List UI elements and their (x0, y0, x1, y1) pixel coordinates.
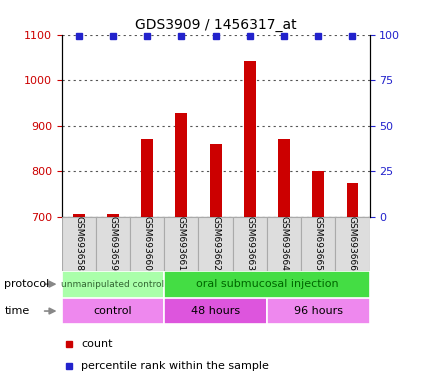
Text: 48 hours: 48 hours (191, 306, 240, 316)
Bar (347, 183, 359, 217)
Text: percentile rank within the sample: percentile rank within the sample (81, 361, 269, 371)
Bar (301, 217, 335, 271)
Bar (164, 217, 198, 271)
Bar (176, 113, 187, 217)
Bar (267, 298, 370, 324)
Bar (164, 298, 267, 324)
Text: oral submucosal injection: oral submucosal injection (196, 279, 338, 289)
Bar (312, 171, 324, 217)
Text: unmanipulated control: unmanipulated control (61, 280, 165, 289)
Bar (267, 217, 301, 271)
Text: GSM693662: GSM693662 (211, 217, 220, 271)
Text: count: count (81, 339, 113, 349)
Bar (278, 139, 290, 217)
Text: time: time (4, 306, 29, 316)
Bar (233, 217, 267, 271)
Bar (335, 217, 370, 271)
Text: GSM693661: GSM693661 (177, 216, 186, 271)
Bar (62, 217, 96, 271)
Bar (73, 214, 85, 217)
Text: GSM693660: GSM693660 (143, 216, 152, 271)
Bar (141, 139, 153, 217)
Text: GSM693666: GSM693666 (348, 216, 357, 271)
Text: GSM693658: GSM693658 (74, 216, 83, 271)
Bar (198, 217, 233, 271)
Text: 96 hours: 96 hours (294, 306, 343, 316)
Bar (164, 271, 370, 298)
Text: GSM693664: GSM693664 (279, 217, 289, 271)
Bar (62, 271, 164, 298)
Bar (209, 144, 222, 217)
Bar (130, 217, 164, 271)
Bar (107, 214, 119, 217)
Text: protocol: protocol (4, 279, 50, 289)
Text: GSM693659: GSM693659 (108, 216, 117, 271)
Bar (62, 298, 164, 324)
Text: GSM693665: GSM693665 (314, 216, 323, 271)
Text: GSM693663: GSM693663 (246, 216, 254, 271)
Bar (244, 61, 256, 217)
Bar (96, 217, 130, 271)
Title: GDS3909 / 1456317_at: GDS3909 / 1456317_at (135, 18, 297, 32)
Text: control: control (94, 306, 132, 316)
